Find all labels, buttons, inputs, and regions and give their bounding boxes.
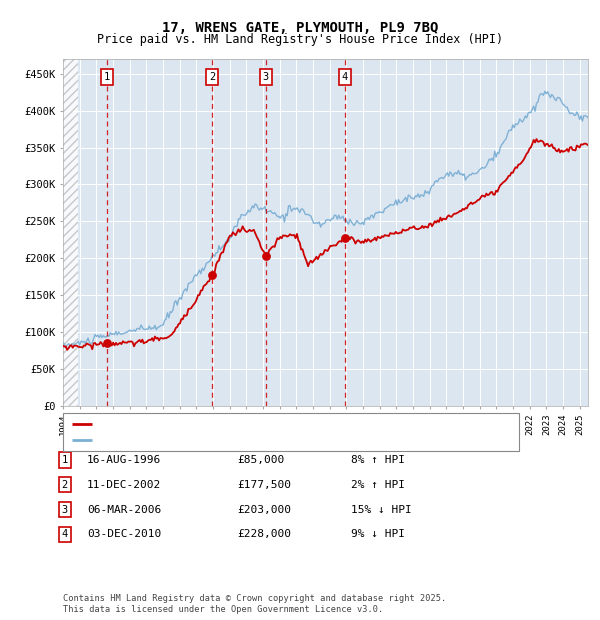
Text: 15% ↓ HPI: 15% ↓ HPI (351, 505, 412, 515)
Text: £85,000: £85,000 (237, 455, 284, 465)
Text: £228,000: £228,000 (237, 529, 291, 539)
Text: 17, WRENS GATE, PLYMOUTH, PL9 7BQ (detached house): 17, WRENS GATE, PLYMOUTH, PL9 7BQ (detac… (95, 419, 389, 429)
Text: 2% ↑ HPI: 2% ↑ HPI (351, 480, 405, 490)
Text: HPI: Average price, detached house, City of Plymouth: HPI: Average price, detached house, City… (95, 435, 400, 445)
Point (207, 270, 217, 280)
Text: 3: 3 (263, 73, 269, 82)
Point (102, 339, 112, 348)
Text: 03-DEC-2010: 03-DEC-2010 (87, 529, 161, 539)
Text: 17, WRENS GATE, PLYMOUTH, PL9 7BQ: 17, WRENS GATE, PLYMOUTH, PL9 7BQ (162, 21, 438, 35)
Text: 4: 4 (62, 529, 68, 539)
Text: 11-DEC-2002: 11-DEC-2002 (87, 480, 161, 490)
Text: £203,000: £203,000 (237, 505, 291, 515)
Text: Contains HM Land Registry data © Crown copyright and database right 2025.: Contains HM Land Registry data © Crown c… (63, 593, 446, 603)
Text: This data is licensed under the Open Government Licence v3.0.: This data is licensed under the Open Gov… (63, 604, 383, 614)
Text: 4: 4 (342, 73, 348, 82)
Text: 1: 1 (62, 455, 68, 465)
Text: 16-AUG-1996: 16-AUG-1996 (87, 455, 161, 465)
Text: 9% ↓ HPI: 9% ↓ HPI (351, 529, 405, 539)
Text: 8% ↑ HPI: 8% ↑ HPI (351, 455, 405, 465)
Text: 06-MAR-2006: 06-MAR-2006 (87, 505, 161, 515)
Text: 2: 2 (62, 480, 68, 490)
Point (340, 232, 350, 242)
Text: 2: 2 (209, 73, 215, 82)
Text: Price paid vs. HM Land Registry's House Price Index (HPI): Price paid vs. HM Land Registry's House … (97, 33, 503, 45)
Text: 3: 3 (62, 505, 68, 515)
Point (261, 251, 271, 261)
Text: 1: 1 (104, 73, 110, 82)
Text: £177,500: £177,500 (237, 480, 291, 490)
